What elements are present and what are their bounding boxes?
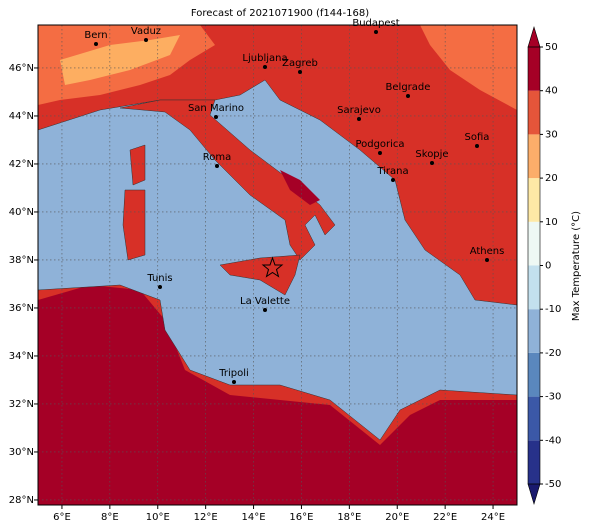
colorbar-bin (528, 265, 540, 310)
colorbar-tick-label: 20 (545, 173, 558, 184)
city-label: Tripoli (218, 368, 249, 379)
x-tick-label: 16°E (289, 512, 313, 523)
colorbar-tick-label: 40 (545, 86, 558, 97)
x-tick-label: 10°E (146, 512, 170, 523)
colorbar-bin (528, 440, 540, 484)
colorbar: -50 -40 -30 -20 -10 0 10 20 30 40 50 (527, 25, 561, 506)
colorbar-bin (528, 396, 540, 441)
colorbar-bin (528, 221, 540, 266)
city-dot (475, 144, 479, 148)
colorbar-tick-label: 30 (545, 129, 558, 140)
city-dot (232, 380, 236, 384)
city-label: Skopje (415, 149, 448, 160)
colorbar-tick-label: 0 (545, 261, 551, 272)
title: Forecast of 2021071900 (f144-168) (191, 8, 369, 19)
italy (119, 99, 336, 261)
city-label: Bern (84, 30, 107, 41)
city-dot (94, 42, 98, 46)
map-frame (37, 24, 518, 506)
city-label: Belgrade (386, 82, 431, 93)
city-dot (406, 94, 410, 98)
colorbar-bin (528, 90, 540, 135)
colorbar-extend-min (527, 483, 541, 506)
grid (34, 25, 517, 509)
x-tick-label: 18°E (337, 512, 361, 523)
sardinia (122, 189, 146, 261)
city-label: La Valette (240, 296, 290, 307)
colorbar-bin (528, 47, 540, 91)
city-dot (391, 178, 395, 182)
y-tick-label: 46°N (9, 63, 34, 74)
alps-region (60, 35, 180, 85)
x-tick-label: 14°E (242, 512, 266, 523)
y-tick-label: 28°N (9, 495, 34, 506)
colorbar-bin (528, 134, 540, 179)
x-tick-label: 6°E (53, 512, 71, 523)
y-tick-label: 42°N (9, 159, 34, 170)
colorbar-bin (528, 309, 540, 353)
colorbar-extend-max (527, 25, 541, 48)
colorbar-tick-label: -30 (545, 392, 561, 403)
corsica (129, 144, 146, 186)
city-label: Ljubljana (242, 53, 287, 64)
city-label: Budapest (352, 18, 399, 29)
y-tick-label: 38°N (9, 255, 34, 266)
city-label: Sofia (465, 132, 490, 143)
x-tick-label: 12°E (194, 512, 218, 523)
city-dot (263, 308, 267, 312)
x-tick-label: 22°E (433, 512, 457, 523)
city-dot (214, 115, 218, 119)
x-tick-label: 20°E (385, 512, 409, 523)
y-tick-label: 44°N (9, 111, 34, 122)
city-label: Tunis (146, 273, 172, 284)
city-label: San Marino (188, 103, 244, 114)
y-tick-label: 30°N (9, 447, 34, 458)
city-dot (298, 70, 302, 74)
star-marker (261, 256, 284, 278)
city-label: Sarajevo (337, 105, 381, 116)
city-dot (378, 151, 382, 155)
colorbar-bin (528, 178, 540, 222)
colorbar-tick-label: -50 (545, 479, 561, 490)
colorbar-tick-label: 10 (545, 217, 558, 228)
hot-region (280, 170, 320, 205)
y-tick-label: 40°N (9, 207, 34, 218)
colorbar-tick-label: 50 (545, 42, 558, 53)
y-tick-label: 36°N (9, 303, 34, 314)
city-dot (158, 285, 162, 289)
city-label: Athens (470, 246, 505, 257)
city-label: Podgorica (355, 139, 404, 150)
city-dot (485, 258, 489, 262)
city-dot (357, 117, 361, 121)
colorbar-tick-label: -20 (545, 348, 561, 359)
city-dot (144, 38, 148, 42)
colorbar-tick-label: -10 (545, 304, 561, 315)
city-label: Vaduz (131, 26, 161, 37)
colorbar-bin (528, 352, 540, 397)
city-dot (430, 161, 434, 165)
colorbar-label: Max Temperature (°C) (571, 211, 582, 321)
city-label: Zagreb (282, 58, 318, 69)
city-dot (374, 30, 378, 34)
city-dot (263, 65, 267, 69)
x-tick-label: 8°E (101, 512, 119, 523)
colorbar-tick-label: -40 (545, 435, 561, 446)
x-tick-label: 24°E (481, 512, 505, 523)
y-tick-label: 34°N (9, 351, 34, 362)
city-label: Tirana (376, 166, 408, 177)
city-dot (215, 164, 219, 168)
y-tick-label: 32°N (9, 399, 34, 410)
city-label: Roma (203, 152, 232, 163)
